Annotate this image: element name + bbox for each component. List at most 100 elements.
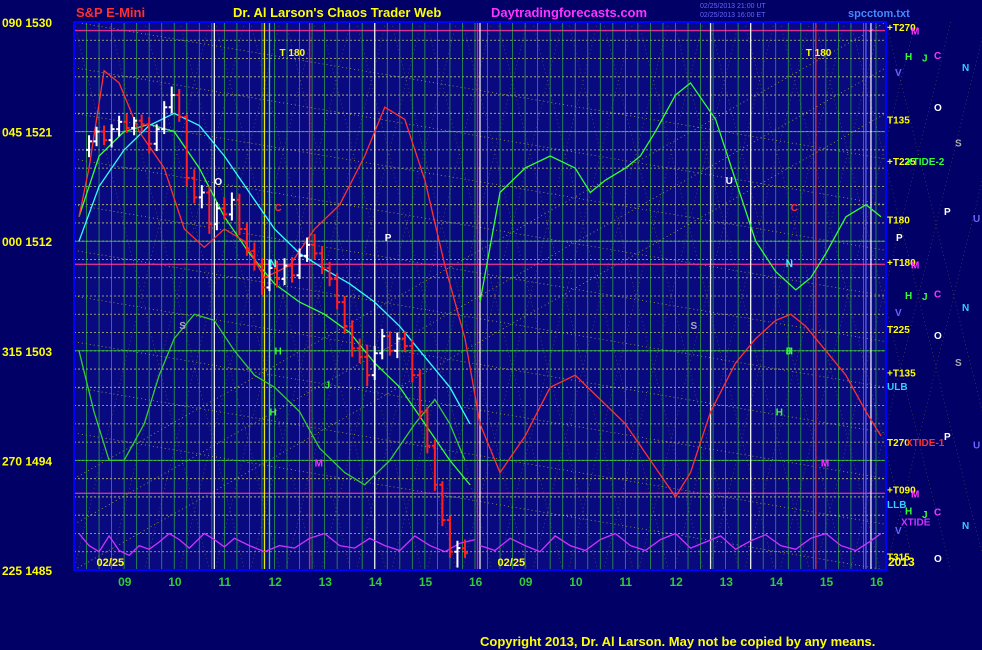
planet-label: V bbox=[895, 308, 902, 319]
level-label: XTIDE bbox=[901, 517, 931, 528]
timestamp-ut: 02/25/2013 21:00 UT bbox=[700, 3, 766, 10]
chart-annotation: H bbox=[274, 346, 281, 357]
chart-annotation: J bbox=[325, 381, 331, 392]
planet-label: H bbox=[905, 52, 912, 63]
hour-label: 09 bbox=[118, 575, 132, 589]
forecast-line-0 bbox=[479, 81, 882, 303]
hour-label: 11 bbox=[218, 575, 231, 589]
chart-annotation: P bbox=[385, 233, 392, 244]
hour-label: 16 bbox=[870, 575, 884, 589]
hour-label: 15 bbox=[419, 575, 433, 589]
planet-label: O bbox=[934, 331, 942, 342]
chart-annotation: N bbox=[269, 259, 276, 270]
chart-annotation: S bbox=[179, 321, 186, 332]
chart-annotation: T 180 bbox=[280, 48, 306, 59]
hour-label: 11 bbox=[619, 575, 632, 589]
series-layer bbox=[78, 69, 882, 557]
price-tick-label: 225 1485 bbox=[2, 564, 52, 578]
planet-label: N bbox=[962, 63, 969, 74]
data-filename: spcctom.txt bbox=[848, 8, 910, 20]
chart-annotation: C bbox=[274, 203, 281, 214]
site-url: Daytradingforecasts.com bbox=[491, 5, 647, 20]
date-label: 02/25 bbox=[498, 557, 526, 569]
chart-title: S&P E-Mini bbox=[76, 5, 145, 20]
level-label: T135 bbox=[887, 115, 910, 126]
planet-label: O bbox=[934, 103, 942, 114]
hour-label: 12 bbox=[268, 575, 282, 589]
level-label: XTIDE-2 bbox=[906, 157, 945, 168]
level-label: +T225 bbox=[887, 157, 916, 168]
planet-label: M bbox=[911, 27, 919, 38]
price-tick-label: 315 1503 bbox=[2, 345, 52, 359]
hour-label: 12 bbox=[669, 575, 683, 589]
planet-label: N bbox=[962, 303, 969, 314]
price-bars-layer bbox=[86, 86, 468, 568]
planet-label: S bbox=[955, 139, 962, 150]
price-tick-label: 045 1521 bbox=[2, 126, 52, 140]
axis-layer: 090 1530 045 1521 000 1512 315 1503 270 1494… bbox=[2, 16, 980, 589]
hour-label: 15 bbox=[820, 575, 834, 589]
planet-label: V bbox=[895, 526, 902, 537]
level-label: +T180 bbox=[887, 258, 916, 269]
planet-label: M bbox=[911, 260, 919, 271]
hour-label: 10 bbox=[168, 575, 182, 589]
level-label: T270 bbox=[887, 438, 910, 449]
date-label: 02/25 bbox=[97, 557, 125, 569]
planet-label: J bbox=[922, 292, 928, 303]
price-tick-label: 270 1494 bbox=[2, 454, 52, 468]
price-tick-label: 090 1530 bbox=[2, 16, 52, 30]
forecast-line-2 bbox=[479, 532, 882, 553]
series-line-4 bbox=[78, 532, 476, 557]
planet-label: C bbox=[934, 508, 941, 519]
planet-label: C bbox=[934, 51, 941, 62]
level-label: +T270 bbox=[887, 23, 916, 34]
planet-label: U bbox=[973, 214, 980, 225]
chart-annotation: N bbox=[786, 259, 793, 270]
planet-label: H bbox=[905, 291, 912, 302]
hour-label: 13 bbox=[319, 575, 333, 589]
chart-annotation: O bbox=[214, 177, 222, 188]
hour-label: 16 bbox=[469, 575, 483, 589]
level-label: XTIDE-1 bbox=[906, 438, 945, 449]
chart-annotation: M bbox=[315, 458, 323, 469]
chart-annotation: T 180 bbox=[806, 48, 832, 59]
chart-annotation: C bbox=[791, 203, 798, 214]
level-label: T315 bbox=[887, 553, 910, 564]
site-title: Dr. Al Larson's Chaos Trader Web bbox=[233, 5, 441, 20]
planet-label: N bbox=[962, 521, 969, 532]
copyright-notice: Copyright 2013, Dr. Al Larson. May not b… bbox=[480, 634, 875, 649]
price-tick-label: 000 1512 bbox=[2, 235, 52, 249]
planet-label: C bbox=[934, 290, 941, 301]
planet-label: H bbox=[905, 506, 912, 517]
level-label: T225 bbox=[887, 325, 910, 336]
planet-label: S bbox=[955, 358, 962, 369]
planet-label: U bbox=[973, 441, 980, 452]
hour-label: 14 bbox=[369, 575, 383, 589]
level-label: +T135 bbox=[887, 369, 916, 380]
plot-frame bbox=[73, 21, 887, 571]
planet-label: P bbox=[944, 207, 951, 218]
hour-label: 09 bbox=[519, 575, 533, 589]
planet-label: V bbox=[895, 68, 902, 79]
level-label: +T090 bbox=[887, 486, 916, 497]
planet-label: J bbox=[922, 53, 928, 64]
chart-annotation: H bbox=[786, 346, 793, 357]
chart-annotation: P bbox=[896, 233, 903, 244]
year-label: 2013 bbox=[888, 555, 915, 569]
chart-annotation: M bbox=[821, 458, 829, 469]
series-line-3 bbox=[78, 313, 466, 486]
level-label: LLB bbox=[887, 500, 906, 511]
planet-label: J bbox=[922, 510, 928, 521]
series-line-2 bbox=[78, 69, 481, 425]
chart-annotation: U bbox=[726, 176, 733, 187]
planet-label: O bbox=[934, 554, 942, 565]
hour-label: 13 bbox=[720, 575, 734, 589]
chart-annotation: H bbox=[269, 407, 276, 418]
grid-layer bbox=[73, 21, 982, 571]
level-label: T180 bbox=[887, 215, 910, 226]
forecast-line-1 bbox=[479, 313, 882, 499]
chart-annotation: H bbox=[776, 407, 783, 418]
chart-annotation: S bbox=[691, 321, 698, 332]
planet-label: M bbox=[911, 489, 919, 500]
